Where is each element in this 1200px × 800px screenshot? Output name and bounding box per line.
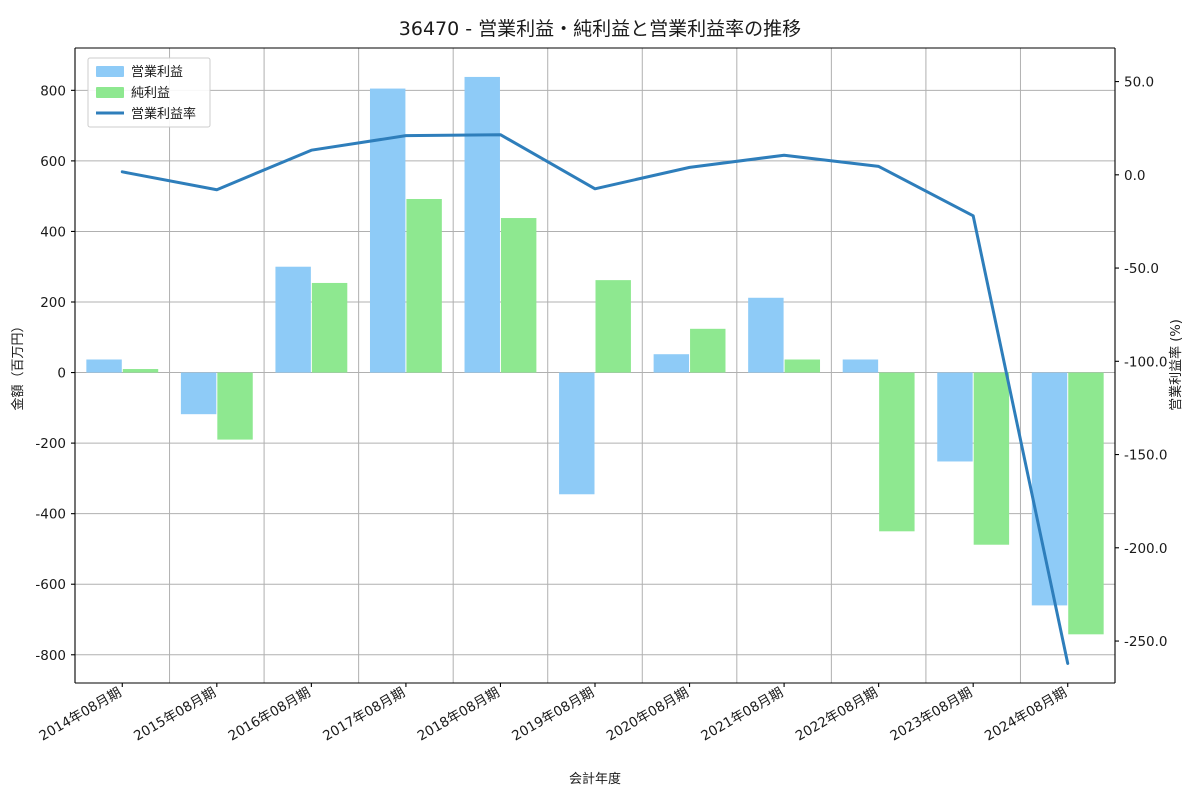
y-axis-right-tick-label: 0.0	[1124, 168, 1145, 184]
y-axis-right-tick-label: -150.0	[1124, 448, 1168, 464]
legend-label-operating-profit: 営業利益	[131, 64, 183, 80]
bar-net-profit	[217, 372, 253, 440]
bar-operating-profit	[842, 359, 879, 373]
bar-operating-profit	[1031, 372, 1068, 606]
chart-title: 36470 - 営業利益・純利益と営業利益率の推移	[399, 18, 801, 40]
y-axis-right-tick-label: 50.0	[1124, 75, 1154, 91]
operating-margin-line	[120, 133, 1070, 665]
bar-net-profit	[973, 372, 1010, 545]
x-axis-title: 会計年度	[569, 771, 621, 787]
bar-operating-profit	[464, 76, 500, 373]
bar-operating-profit	[369, 88, 406, 373]
bar-net-profit	[406, 198, 442, 373]
y-axis-right-tick-label: -50.0	[1124, 261, 1159, 277]
bar-net-profit	[1068, 372, 1104, 635]
bar-series-operating-profit	[86, 76, 1068, 606]
legend-swatch-net-profit	[96, 87, 124, 98]
y-axis-left-tick-label: 200	[40, 295, 66, 311]
y-axis-right-tick-label: -200.0	[1124, 541, 1168, 557]
bar-net-profit	[784, 359, 821, 373]
bar-operating-profit	[748, 297, 784, 373]
legend-swatch-operating-profit	[96, 66, 124, 77]
bar-operating-profit	[937, 372, 973, 462]
bar-net-profit	[879, 372, 915, 532]
y-axis-right-tick-label: -250.0	[1124, 634, 1168, 650]
bar-net-profit	[122, 369, 159, 373]
bar-operating-profit	[559, 372, 595, 495]
y-axis-right-title: 営業利益率 (%)	[1168, 319, 1184, 411]
y-axis-left-ticks: 800 600 400 200 0 -200 -400 -600 -800	[35, 83, 75, 664]
bar-net-profit	[311, 282, 348, 373]
y-axis-left-title: 金額（百万円）	[10, 319, 26, 410]
plot-area-background	[75, 48, 1115, 683]
legend-label-net-profit: 純利益	[131, 86, 170, 101]
bar-series-net-profit	[122, 198, 1104, 635]
bar-operating-profit	[180, 372, 217, 415]
y-axis-left-tick-label: 600	[40, 154, 66, 170]
y-axis-left-tick-label: -200	[35, 436, 66, 452]
gridlines	[75, 48, 1115, 683]
bar-net-profit	[690, 328, 726, 373]
y-axis-left-tick-label: -400	[35, 507, 66, 523]
legend-label-operating-margin: 営業利益率	[131, 106, 196, 122]
bar-operating-profit	[86, 359, 122, 373]
y-axis-right-ticks: 50.0 0.0 -50.0 -100.0 -150.0 -200.0 -250.0	[1115, 75, 1168, 650]
bar-net-profit	[595, 280, 631, 373]
bar-operating-profit	[275, 266, 311, 373]
chart-legend[interactable]: 営業利益 純利益 営業利益率	[87, 57, 211, 128]
y-axis-left-tick-label: 0	[57, 366, 66, 382]
bar-net-profit	[500, 218, 537, 373]
y-axis-left-tick-label: -800	[35, 648, 66, 664]
y-axis-left-tick-label: 400	[40, 224, 66, 240]
bar-operating-profit	[653, 354, 690, 373]
y-axis-right-tick-label: -100.0	[1124, 354, 1168, 370]
y-axis-left-tick-label: -600	[35, 577, 66, 593]
y-axis-left-tick-label: 800	[40, 83, 66, 99]
line-series-operating-margin	[120, 133, 1070, 665]
